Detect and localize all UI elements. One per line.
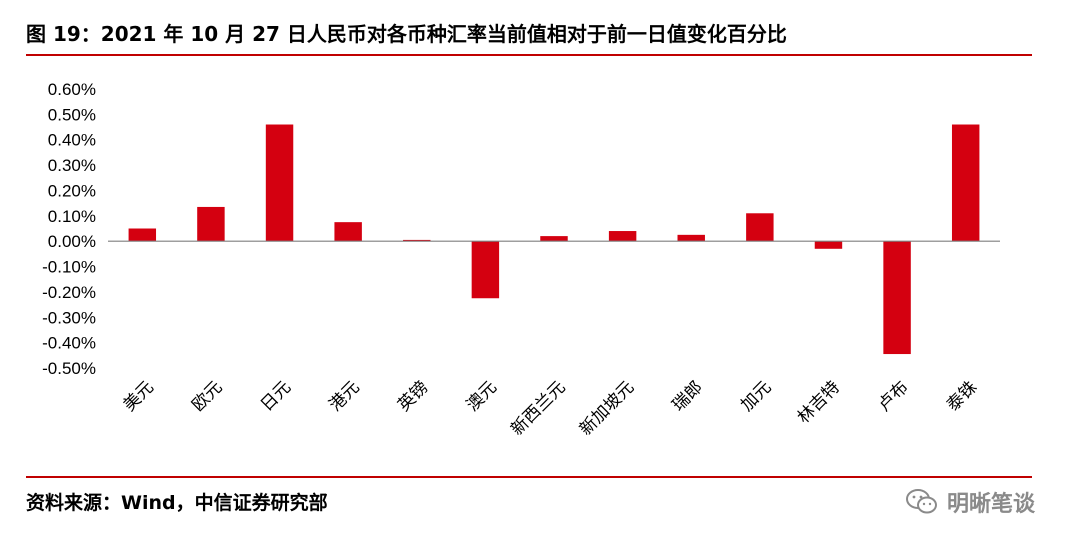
bar-11 [814,241,843,249]
category-label: 新西兰元 [507,377,569,439]
y-axis-ticks: 0.60% 0.50% 0.40% 0.30% 0.20% 0.10% 0.00% -0.10… [42,80,96,378]
y-tick-label: 0.50% [48,105,96,124]
y-tick-label: 0.00% [48,232,96,251]
y-tick-label: -0.20% [42,283,96,302]
category-labels: 美元 欧元 日元 港元 英镑 澳元 新西兰元 新加坡元 瑞郎 加元 林吉特 卢布 泰铢 [120,377,982,439]
y-tick-label: -0.40% [42,334,96,353]
bar-5 [403,239,431,242]
bar-9 [677,234,705,242]
category-label: 英镑 [394,377,432,415]
bar-chart: 0.60% 0.50% 0.40% 0.30% 0.20% 0.10% 0.00% -0.10… [42,80,1000,440]
category-label: 林吉特 [794,377,844,427]
bar-12 [883,241,911,355]
bar-7 [540,236,568,242]
y-tick-label: 0.40% [48,131,96,150]
bar-10 [746,213,774,242]
title-divider [26,54,1032,56]
category-label: 新加坡元 [576,377,638,439]
bar-2 [197,206,225,242]
bar-6 [471,241,500,299]
category-label: 港元 [326,377,364,415]
category-label: 泰铢 [943,377,981,415]
y-tick-label: 0.20% [48,181,96,200]
category-label: 美元 [120,377,158,415]
y-tick-label: -0.50% [42,359,96,378]
bar-4 [334,222,362,242]
y-tick-label: 0.10% [48,207,96,226]
bars [128,124,980,355]
figure-title: 图 19：2021 年 10 月 27 日人民币对各币种汇率当前值相对于前一日值… [26,22,787,46]
bar-8 [608,231,637,242]
watermark-text: 明晰笔谈 [947,492,1036,517]
category-label: 卢布 [874,377,912,415]
bar-13 [951,124,980,242]
category-label: 日元 [257,377,295,415]
category-label: 加元 [737,377,775,415]
y-tick-label: 0.60% [48,80,96,99]
watermark: 明晰笔谈 [905,486,1035,518]
source-divider [26,476,1032,478]
y-tick-label: 0.30% [48,156,96,175]
category-label: 欧元 [188,377,226,415]
y-tick-label: -0.30% [42,308,96,327]
category-label: 澳元 [463,377,501,415]
bar-1 [128,228,157,242]
y-tick-label: -0.10% [42,258,96,277]
bar-3 [265,124,294,242]
wechat-icon [906,489,937,514]
category-label: 瑞郎 [669,377,707,415]
source-note: 资料来源：Wind，中信证券研究部 [26,492,328,514]
